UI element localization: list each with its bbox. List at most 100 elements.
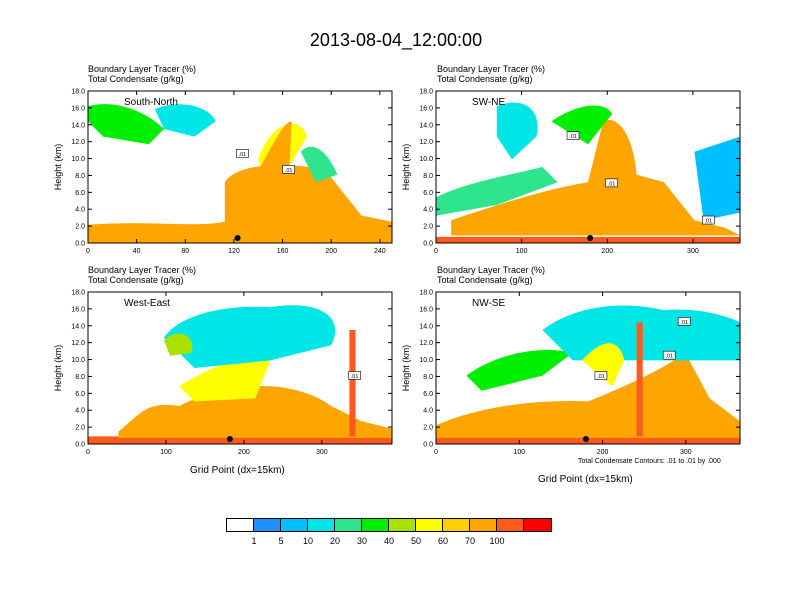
y-tick-label: 14.0	[71, 323, 85, 330]
x-tick-label: 0	[86, 449, 90, 456]
y-tick-label: 14.0	[71, 122, 85, 129]
y-tick-label: 6.0	[423, 391, 433, 398]
west-east-panel: 0.0 2.0 4.0 6.0 8.0 10.0 12.0 14.0 16.0 18.0 0 100 2…	[53, 290, 393, 456]
cross-section-label: South-North	[124, 97, 178, 108]
tracer-field	[164, 305, 336, 368]
plot-frame	[87, 291, 393, 445]
contour-label-box	[566, 131, 580, 140]
y-tick-label: 8.0	[423, 173, 433, 180]
contour-label-box	[677, 317, 691, 326]
location-marker	[226, 436, 233, 442]
y-tick-label: 2.0	[423, 224, 433, 231]
y-tick-label: 16.0	[419, 306, 433, 313]
tracer-field	[436, 167, 558, 216]
y-tick-label: 16.0	[71, 306, 85, 313]
panel-1-subtitle-2: Total Condensate (g/kg)	[88, 74, 184, 84]
colorbar-swatch	[308, 519, 335, 531]
y-tick-label: 16.0	[419, 105, 433, 112]
contour-label: .01	[665, 354, 673, 360]
panel-4-subtitle-2: Total Condensate (g/kg)	[437, 275, 533, 285]
tracer-field	[451, 119, 740, 236]
tracer-field	[88, 104, 164, 145]
colorbar-label: 1	[251, 536, 257, 546]
y-tick-label: 12.0	[419, 340, 433, 347]
y-axis-label: Height (km)	[401, 345, 411, 392]
y-tick-label: 4.0	[75, 408, 85, 415]
cross-section-label: SW-NE	[472, 97, 505, 108]
x-tick-label: 200	[601, 248, 613, 255]
y-tick-label: 0.0	[75, 241, 85, 248]
tracer-field	[694, 136, 740, 221]
x-tick-label: 0	[434, 248, 438, 255]
tracer-field	[88, 165, 392, 243]
y-tick-label: 18.0	[419, 290, 433, 297]
y-tick-label: 4.0	[423, 207, 433, 214]
y-tick-label: 18.0	[71, 290, 85, 297]
tracer-field	[300, 146, 338, 183]
y-tick-label: 4.0	[75, 207, 85, 214]
x-tick-label: 300	[316, 449, 328, 456]
contour-label-box	[702, 215, 715, 225]
x-tick-label: 300	[680, 449, 692, 456]
y-tick-label: 18.0	[419, 89, 433, 96]
contour-footnote: Total Condensate Contours: .01 to .01 by…	[578, 458, 721, 465]
location-marker	[234, 235, 241, 241]
x-tick-label: 0	[434, 449, 438, 456]
tracer-field	[581, 343, 625, 387]
plot-frame	[435, 90, 741, 244]
x-tick-label: 0	[86, 248, 90, 255]
contour-label: .01	[608, 181, 616, 187]
panel-2-subtitle-2: Total Condensate (g/kg)	[437, 74, 533, 84]
contour-label: .01	[569, 134, 577, 140]
plot-frame	[435, 291, 741, 445]
y-tick-label: 8.0	[423, 374, 433, 381]
tracer-field	[349, 330, 356, 437]
colorbar-swatch	[389, 519, 416, 531]
y-tick-label: 0.0	[423, 442, 433, 449]
contour-label: .01	[704, 219, 712, 225]
contour-label-box	[594, 371, 608, 380]
y-tick-label: 14.0	[419, 323, 433, 330]
y-tick-label: 6.0	[423, 190, 433, 197]
x-tick-label: 200	[325, 248, 337, 255]
plot-frame	[87, 90, 393, 244]
contour-label-box	[236, 149, 249, 158]
colorbar-swatch	[281, 519, 308, 531]
x-tick-label: 100	[516, 248, 528, 255]
contour-label: .01	[597, 374, 605, 380]
colorbar-swatch	[254, 519, 281, 531]
x-tick-label: 120	[228, 248, 240, 255]
y-tick-label: 4.0	[423, 408, 433, 415]
y-tick-label: 12.0	[419, 139, 433, 146]
tracer-field	[255, 121, 292, 198]
x-tick-label: 300	[687, 248, 699, 255]
tracer-field	[496, 102, 538, 160]
x-tick-label: 200	[238, 449, 250, 456]
colorbar-label: 10	[302, 536, 314, 546]
colorbar-swatch	[470, 519, 497, 531]
colorbar-swatch	[335, 519, 362, 531]
y-tick-label: 8.0	[75, 374, 85, 381]
colorbar-swatch	[416, 519, 443, 531]
x-tick-label: 100	[513, 449, 525, 456]
x-tick-label: 160	[277, 248, 289, 255]
colorbar-label: 60	[437, 536, 449, 546]
colorbar-swatch	[227, 519, 254, 531]
y-tick-label: 2.0	[423, 425, 433, 432]
y-axis-label: Height (km)	[53, 144, 63, 191]
panel-2-subtitle-1: Boundary Layer Tracer (%)	[437, 64, 546, 74]
tracer-field	[636, 322, 643, 437]
cross-section-label: NW-SE	[472, 298, 505, 309]
contour-label: .01	[239, 152, 247, 158]
colorbar-label: 70	[464, 536, 476, 546]
y-tick-label: 0.0	[75, 442, 85, 449]
tracer-field	[179, 358, 271, 402]
tracer-field	[466, 349, 573, 391]
colorbar	[226, 518, 552, 532]
panel-3-subtitle-1: Boundary Layer Tracer (%)	[88, 265, 197, 275]
x-tick-label: 80	[181, 248, 189, 255]
y-tick-label: 10.0	[419, 156, 433, 163]
x-tick-label: 200	[597, 449, 609, 456]
south-north-panel: 0.0 2.0 4.0 6.0 8.0 10.0 12.0 14.0 16.0 18.0 0 40 80…	[53, 89, 393, 255]
colorbar-swatch	[524, 519, 551, 531]
